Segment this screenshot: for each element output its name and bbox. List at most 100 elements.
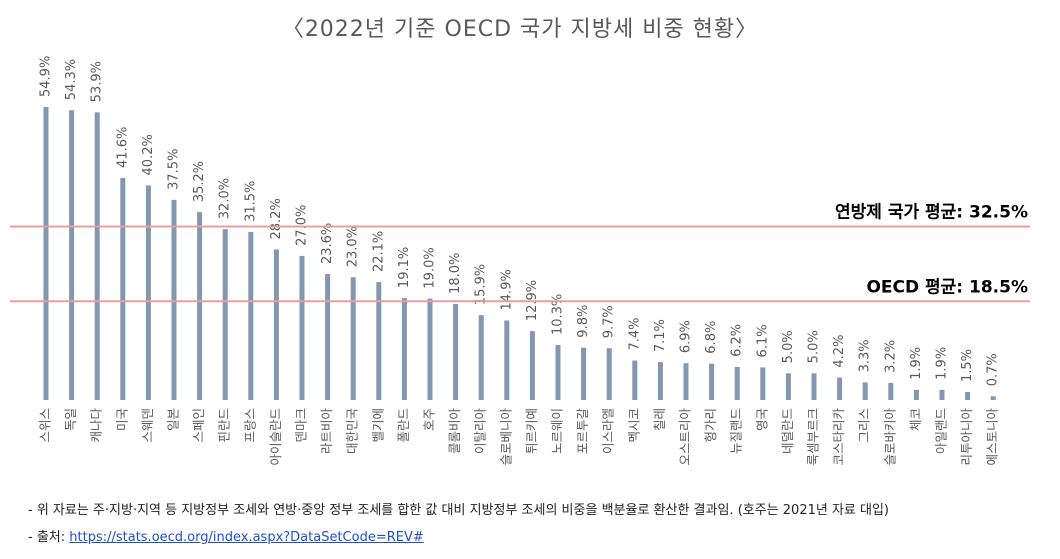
bar-value-label-29: 5.0% (781, 330, 796, 363)
reference-label-0: 연방제 국가 평균: 32.5% (835, 203, 1028, 223)
note-text: - 위 자료는 주·지방·지역 등 지방정부 조세와 연방·중앙 정부 조세를 … (28, 503, 889, 518)
bar-16 (453, 303, 459, 400)
bar-value-label-24: 7.1% (653, 319, 668, 352)
bar-value-label-33: 3.2% (883, 340, 898, 373)
bar-value-label-25: 6.9% (679, 320, 694, 353)
bar-value-label-14: 19.1% (397, 247, 412, 288)
bar-4 (145, 185, 151, 400)
bar-value-label-16: 18.0% (448, 253, 463, 294)
bar-29 (785, 373, 791, 400)
bar-25 (683, 363, 689, 400)
bar-value-label-23: 7.4% (627, 317, 642, 350)
category-label-32: 그리스 (857, 408, 872, 443)
category-label-29: 네덜란드 (780, 408, 795, 454)
bar-value-label-15: 19.0% (423, 247, 438, 288)
bar-8 (248, 231, 254, 400)
category-label-28: 영국 (754, 408, 769, 431)
category-label-35: 아일랜드 (934, 408, 949, 454)
bar-value-label-17: 15.9% (474, 264, 489, 305)
category-label-14: 폴란드 (396, 408, 411, 443)
category-label-6: 스페인 (191, 408, 206, 443)
bar-15 (427, 298, 433, 400)
bar-value-label-21: 9.8% (576, 305, 591, 338)
chart-title: 〈2022년 기준 OECD 국가 지방세 비중 현황〉 (282, 17, 758, 42)
category-label-22: 이스라엘 (601, 408, 616, 454)
bar-37 (990, 396, 996, 400)
source-line: - 출처: https://stats.oecd.org/index.aspx?… (28, 524, 889, 551)
bar-value-label-5: 37.5% (167, 149, 182, 190)
bar-32 (862, 382, 868, 400)
category-label-7: 핀란드 (217, 408, 232, 443)
bar-18 (504, 320, 510, 400)
bar-27 (734, 366, 740, 400)
bar-value-label-7: 32.0% (218, 178, 233, 219)
bar-value-label-8: 31.5% (243, 181, 258, 222)
bar-value-label-20: 10.3% (551, 294, 566, 335)
bar-14 (401, 298, 407, 400)
bar-31 (837, 377, 843, 400)
bar-10 (299, 255, 305, 400)
bar-value-label-22: 9.7% (602, 305, 617, 338)
category-label-5: 일본 (166, 408, 181, 431)
bar-value-label-27: 6.2% (730, 324, 745, 357)
footnotes: - 위 자료는 주·지방·지역 등 지방정부 조세와 연방·중앙 정부 조세를 … (28, 497, 889, 551)
bar-value-label-4: 40.2% (141, 134, 156, 175)
category-label-10: 덴마크 (294, 408, 309, 443)
bar-value-label-31: 4.2% (832, 335, 847, 368)
bar-2 (94, 112, 100, 400)
bar-value-label-34: 1.9% (909, 347, 924, 380)
bar-value-label-3: 41.6% (115, 127, 130, 168)
bar-value-label-11: 23.6% (320, 223, 335, 264)
bar-value-label-18: 14.9% (499, 269, 514, 310)
bar-value-label-1: 54.3% (64, 59, 79, 100)
bar-6 (197, 212, 203, 400)
category-label-18: 슬로베니아 (498, 408, 513, 466)
category-label-20: 노르웨이 (550, 408, 565, 454)
bar-1 (69, 110, 75, 401)
bar-value-label-0: 54.9% (39, 56, 54, 97)
bar-value-label-13: 22.1% (371, 231, 386, 272)
bar-33 (888, 382, 894, 400)
bar-3 (120, 177, 126, 400)
category-label-27: 뉴질랜드 (729, 408, 744, 454)
bar-7 (222, 229, 228, 400)
bar-value-label-28: 6.1% (755, 324, 770, 357)
category-label-24: 칠레 (652, 408, 667, 431)
bar-12 (350, 277, 356, 400)
bar-20 (555, 345, 561, 400)
category-label-0: 스위스 (38, 408, 53, 443)
source-link[interactable]: https://stats.oecd.org/index.aspx?DataSe… (69, 530, 424, 545)
bar-value-label-32: 3.3% (858, 339, 873, 372)
category-label-26: 헝가리 (703, 408, 718, 443)
category-label-1: 독일 (63, 408, 78, 431)
bar-17 (478, 315, 484, 400)
bar-5 (171, 199, 177, 400)
category-label-23: 멕시코 (626, 408, 641, 443)
bar-19 (529, 331, 535, 400)
category-label-31: 코스타리카 (831, 408, 846, 466)
bar-value-label-36: 1.5% (960, 349, 975, 382)
category-label-4: 스웨덴 (140, 408, 155, 443)
category-label-15: 호주 (422, 408, 437, 431)
reference-lines-group: 연방제 국가 평균: 32.5% OECD 평균: 18.5% (10, 203, 1030, 303)
category-label-13: 벨기에 (370, 408, 385, 443)
category-label-33: 슬로바키아 (882, 408, 897, 466)
bar-value-label-2: 53.9% (90, 61, 105, 102)
bar-value-label-30: 5.0% (807, 330, 822, 363)
bar-0 (43, 107, 49, 400)
bar-value-label-37: 0.7% (986, 353, 1001, 386)
category-label-19: 튀르키예 (524, 408, 539, 454)
bar-value-label-10: 27.0% (295, 205, 310, 246)
category-label-36: 리투아니아 (959, 408, 974, 466)
category-label-21: 포르투갈 (575, 408, 590, 455)
category-label-11: 라트비아 (319, 408, 334, 455)
category-label-3: 미국 (114, 408, 129, 431)
bar-9 (273, 249, 279, 400)
bar-value-label-9: 28.2% (269, 198, 284, 239)
bar-13 (376, 282, 382, 400)
category-label-17: 이탈리아 (473, 408, 488, 455)
category-label-34: 체코 (908, 408, 923, 431)
bar-36 (965, 391, 971, 400)
category-label-37: 에스토니아 (985, 408, 1000, 466)
